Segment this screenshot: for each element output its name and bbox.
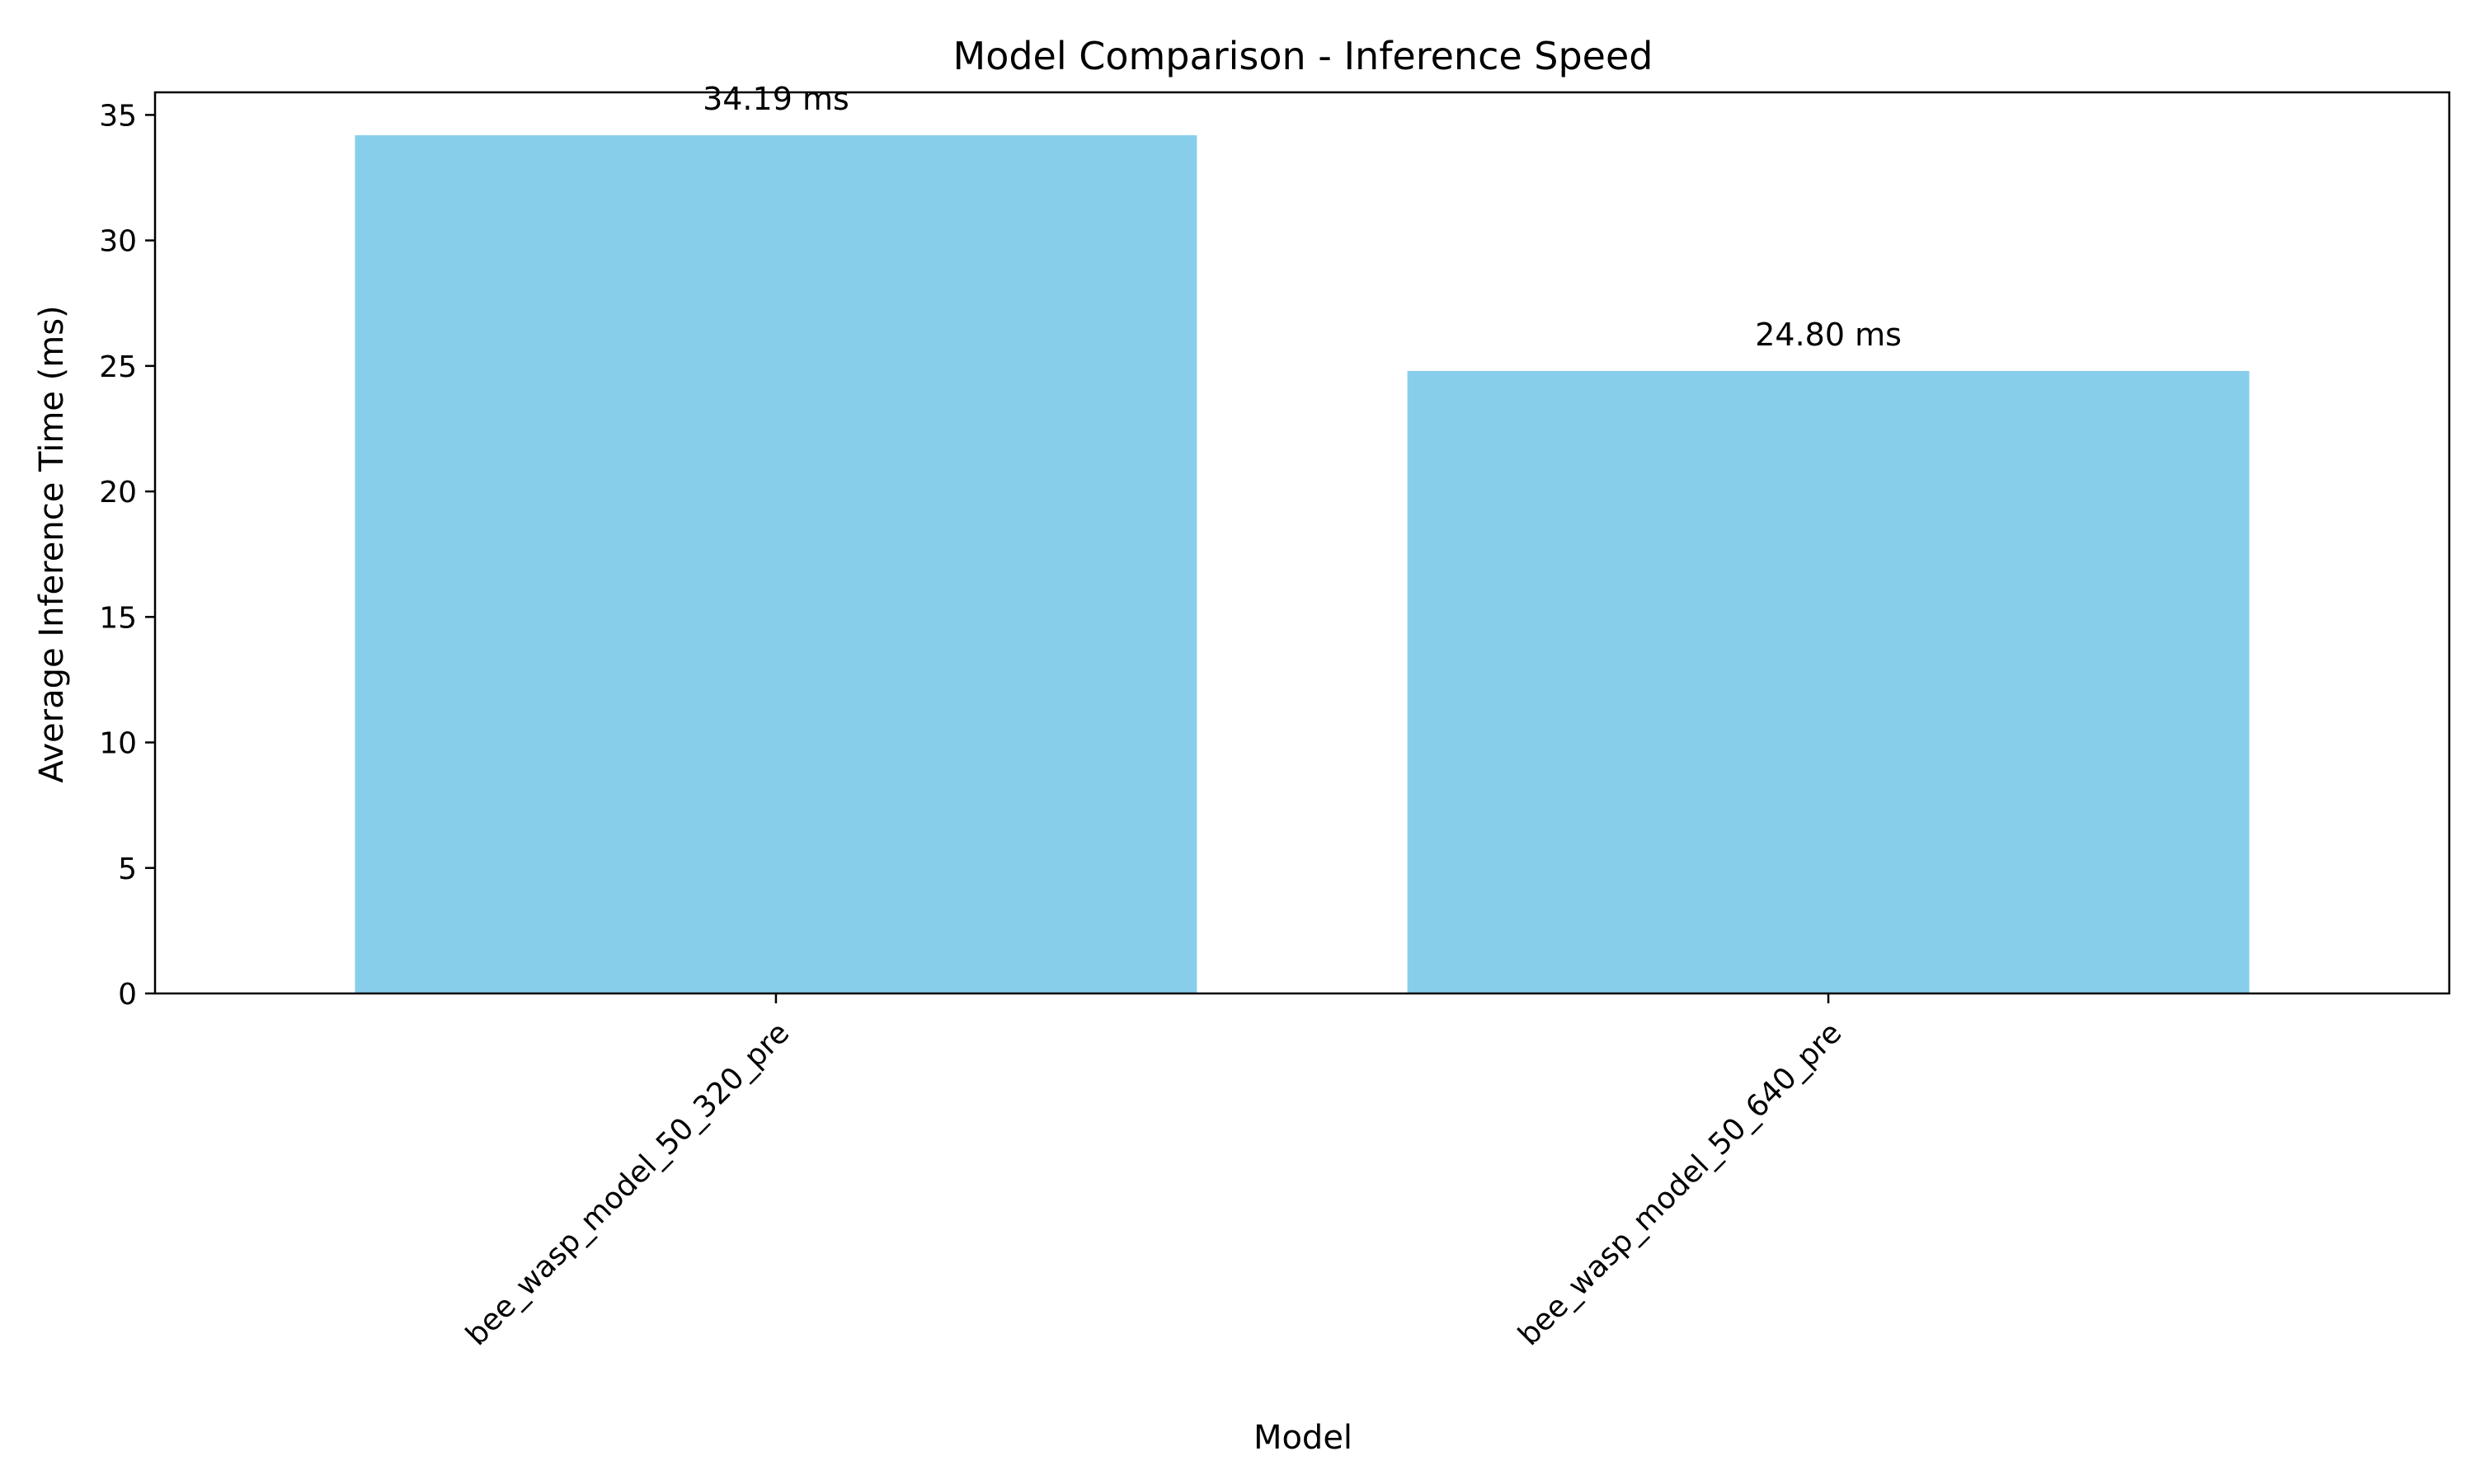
y-tick-label: 20 [99, 476, 137, 510]
y-tick-label: 15 [99, 601, 137, 635]
y-tick-label: 10 [99, 727, 137, 761]
x-axis-label: Model [1253, 1419, 1352, 1457]
bar-value-label: 24.80 ms [1755, 317, 1902, 353]
plot-frame [153, 91, 2451, 995]
y-tick-label: 35 [99, 99, 137, 133]
y-tick-label: 25 [99, 350, 137, 384]
y-axis-label: Average Inference Time (ms) [33, 305, 71, 782]
bar-value-label: 34.19 ms [703, 81, 849, 117]
y-tick-label: 5 [118, 852, 137, 886]
plot-area: 34.19 ms 24.80 ms [355, 81, 2250, 993]
y-tick-label: 0 [118, 978, 137, 1012]
y-axis: 0 5 10 15 20 25 30 35 [99, 99, 155, 1012]
y-tick-label: 30 [99, 225, 137, 259]
chart-title: Model Comparison - Inference Speed [953, 34, 1653, 78]
bar [355, 135, 1197, 993]
bar [1407, 370, 2250, 993]
